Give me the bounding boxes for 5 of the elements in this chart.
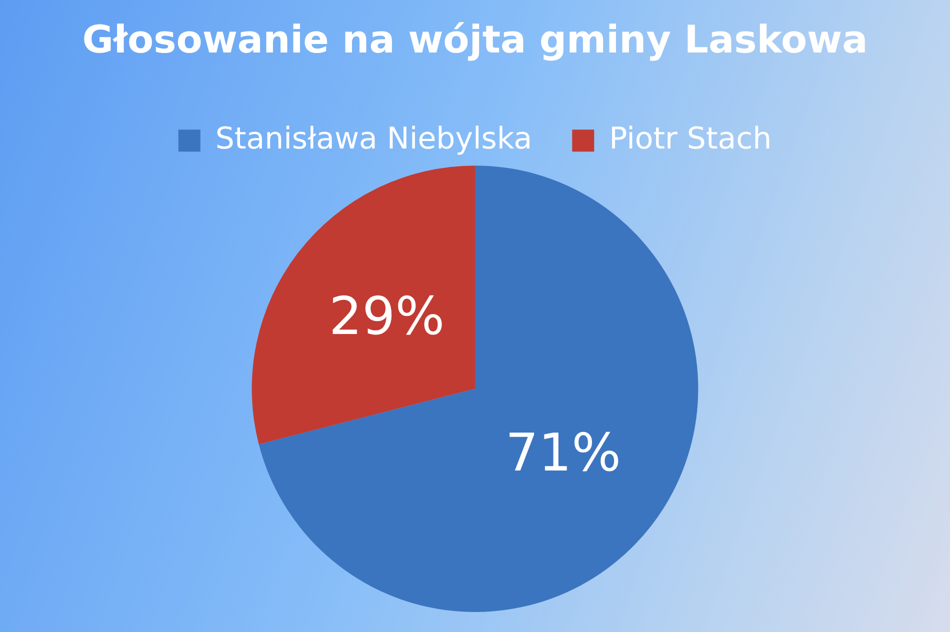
chart-title: Głosowanie na wójta gminy Laskowa — [82, 18, 868, 62]
legend-label: Stanisława Niebylska — [215, 121, 532, 156]
data-label: 71% — [505, 424, 621, 484]
legend-label: Piotr Stach — [609, 121, 772, 156]
data-label: 29% — [329, 286, 445, 347]
